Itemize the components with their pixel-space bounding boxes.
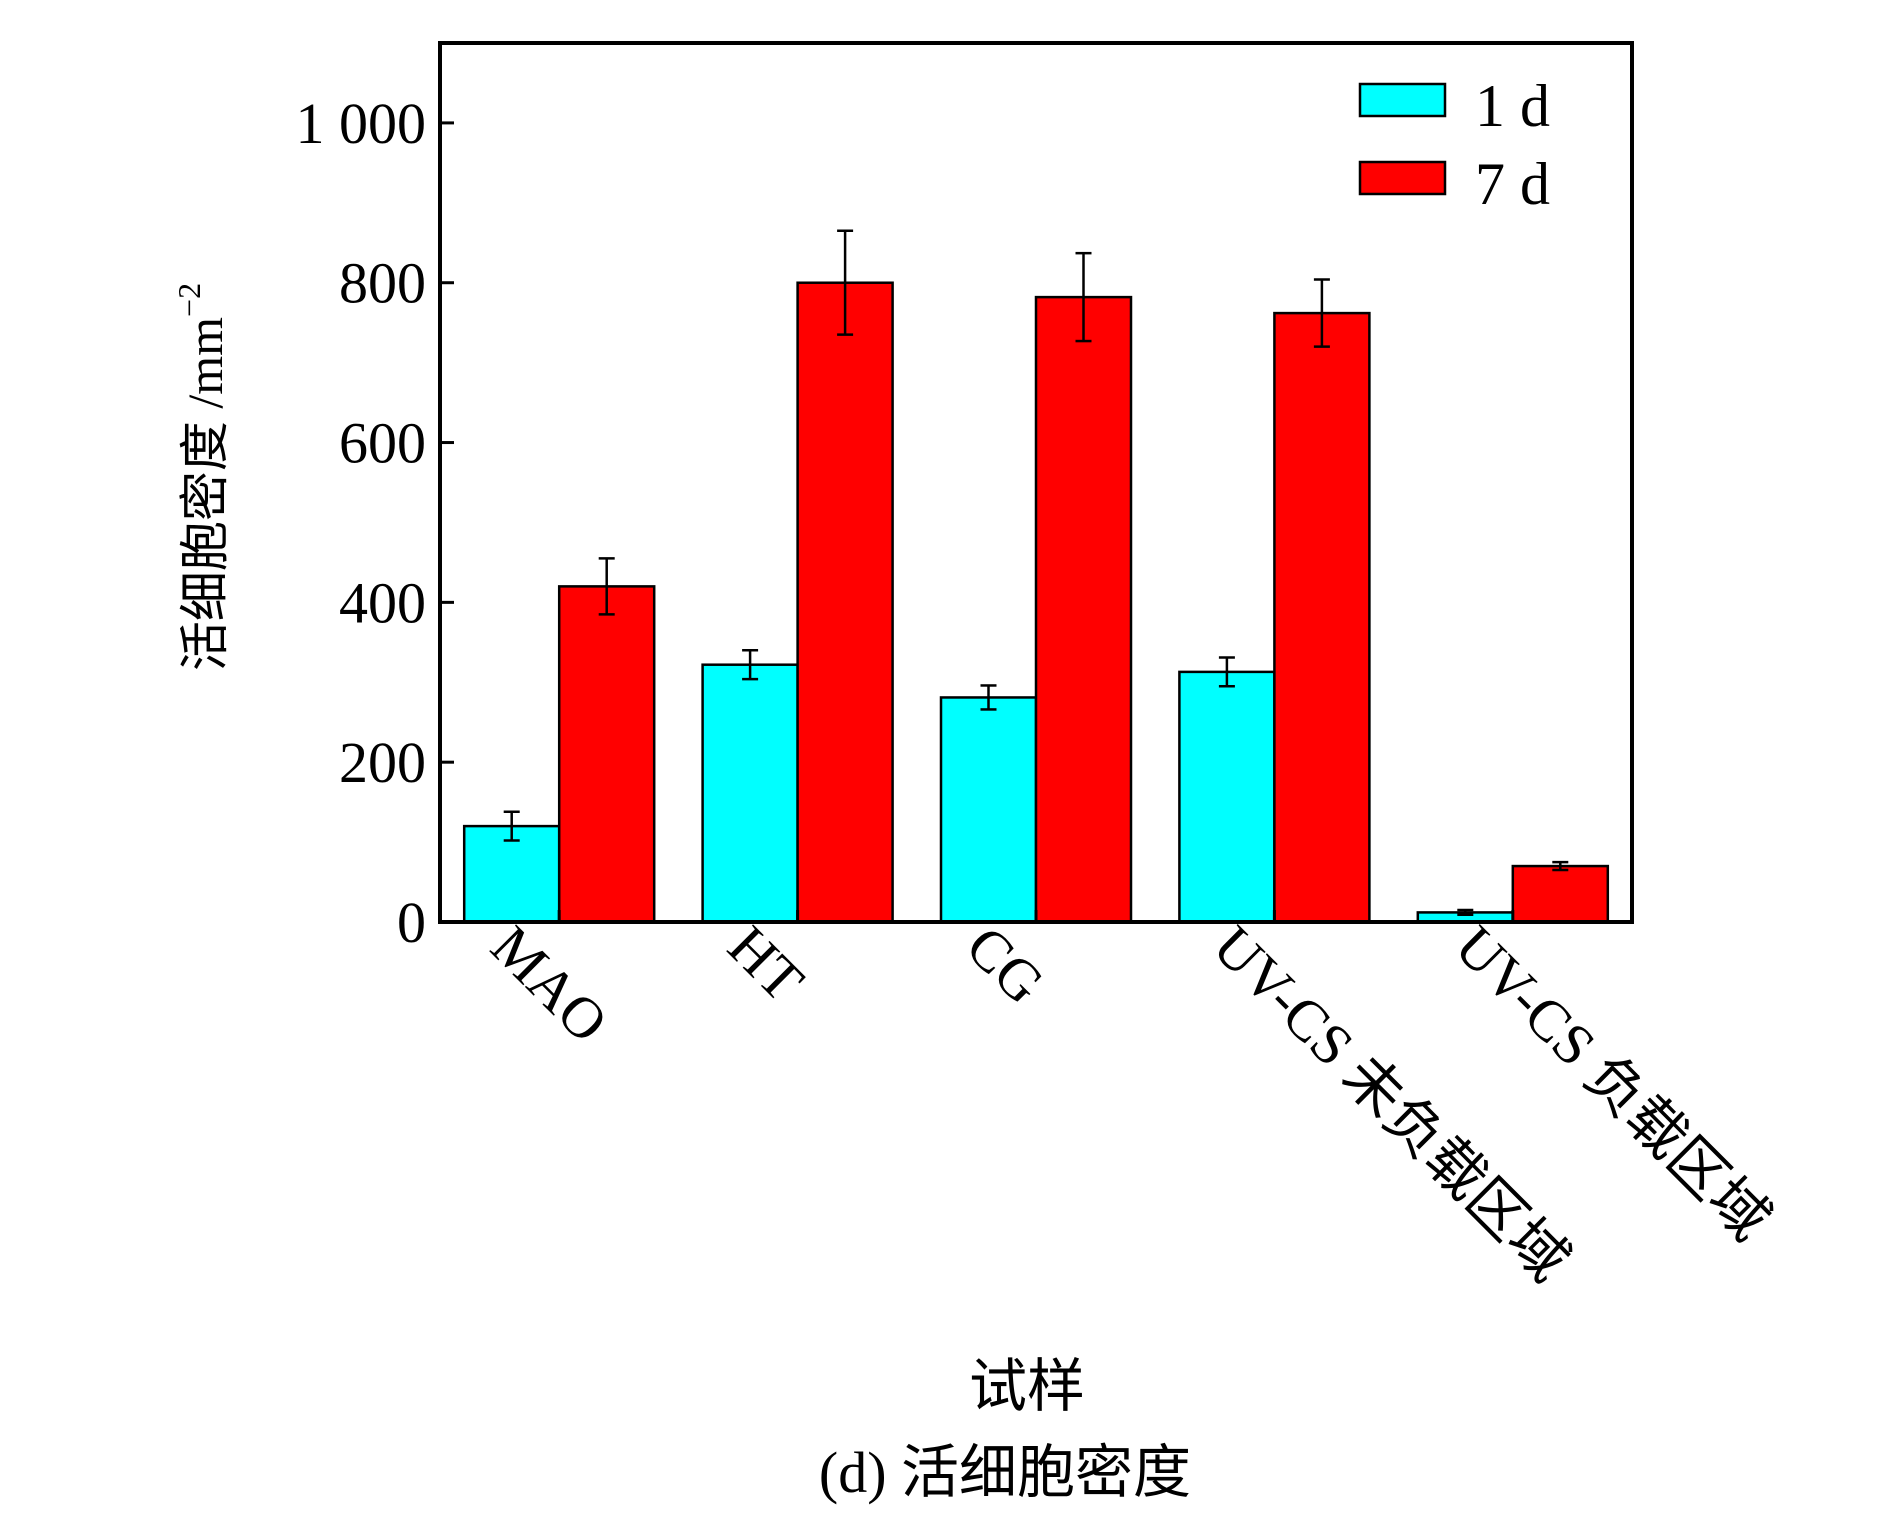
legend-label: 1 d bbox=[1475, 73, 1550, 139]
y-tick-label: 400 bbox=[339, 570, 426, 635]
y-tick-label: 800 bbox=[339, 251, 426, 316]
legend: 1 d7 d bbox=[1358, 73, 1550, 217]
y-axis: 0 200 400 600 800 1 000 bbox=[296, 91, 454, 955]
bar bbox=[1273, 311, 1371, 924]
legend-label: 7 d bbox=[1475, 151, 1550, 217]
x-axis-title: 试样 bbox=[969, 1354, 1085, 1419]
y-tick-label: 1 000 bbox=[296, 91, 427, 156]
bar bbox=[701, 663, 799, 924]
y-axis-title-main: 活细胞密度 /mm bbox=[177, 317, 233, 671]
x-category-label: CG bbox=[954, 913, 1057, 1016]
y-tick-label: 600 bbox=[339, 411, 426, 476]
bar bbox=[1511, 864, 1610, 924]
y-axis-title-superscript: −2 bbox=[171, 283, 207, 317]
bars-layer bbox=[462, 281, 1610, 924]
bar bbox=[1178, 670, 1276, 924]
y-axis-title: 活细胞密度 /mm−2 bbox=[171, 283, 233, 671]
figure-caption: (d) 活细胞密度 bbox=[819, 1440, 1191, 1505]
bar bbox=[462, 824, 561, 924]
bar bbox=[1034, 295, 1133, 924]
bar bbox=[939, 696, 1038, 924]
x-category-label: MAO bbox=[479, 913, 621, 1055]
y-tick-label: 200 bbox=[339, 730, 426, 795]
error-bars-layer bbox=[503, 229, 1569, 917]
bar bbox=[796, 281, 894, 924]
legend-swatch bbox=[1358, 82, 1447, 118]
y-tick-label: 0 bbox=[397, 890, 426, 955]
legend-swatch bbox=[1358, 160, 1447, 196]
bar bbox=[557, 585, 656, 924]
x-category-label: HT bbox=[716, 913, 817, 1014]
